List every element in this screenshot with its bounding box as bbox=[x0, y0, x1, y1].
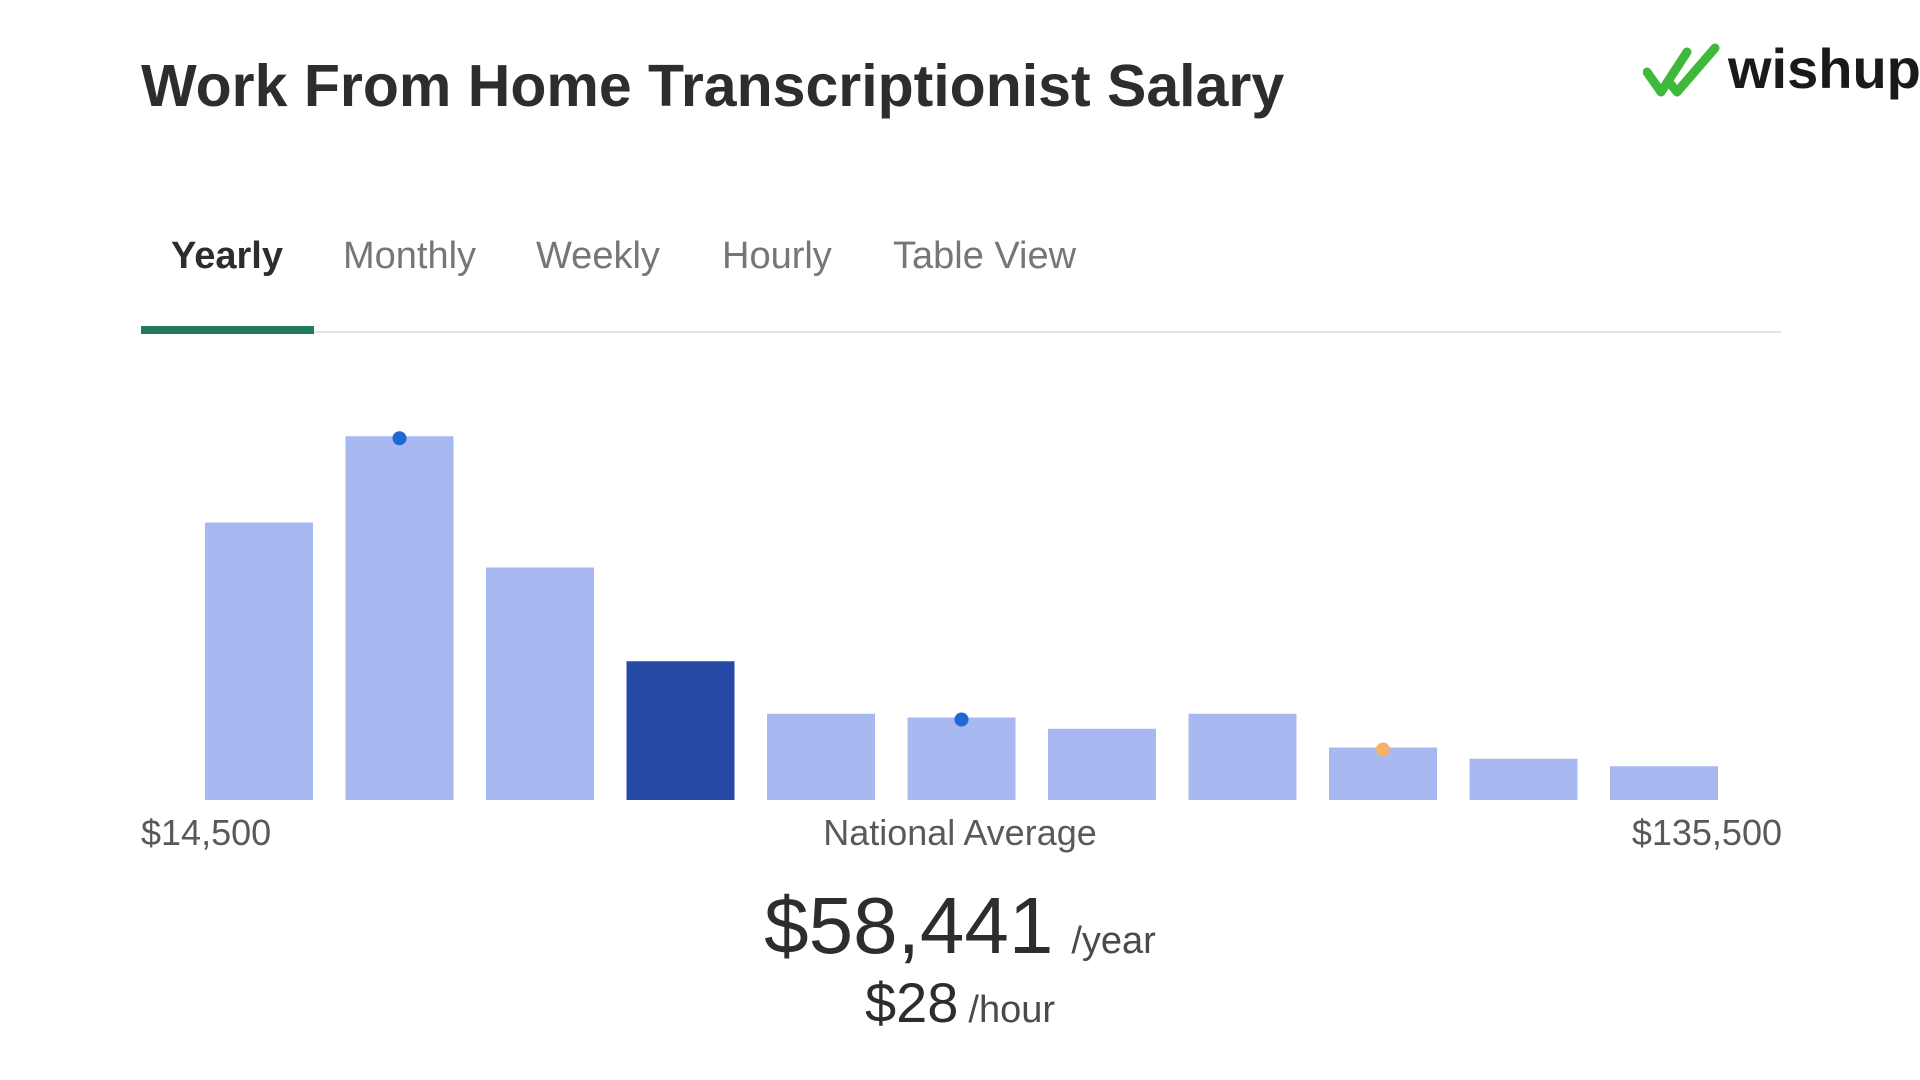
bar[interactable] bbox=[1188, 713, 1297, 800]
hourly-average: $28/hour bbox=[0, 970, 1920, 1035]
bar[interactable] bbox=[907, 717, 1016, 801]
page-title: Work From Home Transcriptionist Salary bbox=[141, 53, 1285, 119]
bar[interactable] bbox=[205, 522, 313, 801]
tab-hourly[interactable]: Hourly bbox=[722, 235, 832, 277]
hourly-amount: $28 bbox=[864, 971, 959, 1034]
yearly-average: $58,441/year bbox=[0, 880, 1920, 972]
bar[interactable] bbox=[1048, 728, 1156, 800]
hourly-unit: /hour bbox=[968, 989, 1056, 1031]
tabs-divider bbox=[141, 331, 1781, 333]
bar-marker bbox=[1376, 742, 1390, 757]
wishup-logo: wishup bbox=[1643, 36, 1920, 106]
logo-text: wishup bbox=[1728, 37, 1920, 100]
bar-marker bbox=[392, 431, 407, 446]
bar[interactable] bbox=[345, 436, 454, 800]
active-tab-indicator bbox=[141, 326, 314, 334]
x-max-label: $135,500 bbox=[1631, 812, 1782, 853]
bar[interactable] bbox=[1610, 766, 1718, 800]
bar-national-average[interactable] bbox=[626, 661, 735, 800]
yearly-unit: /year bbox=[1071, 920, 1156, 962]
tab-weekly[interactable]: Weekly bbox=[536, 235, 660, 277]
salary-period-tabs: Yearly Monthly Weekly Hourly Table View bbox=[141, 225, 1781, 335]
tab-table-view[interactable]: Table View bbox=[893, 235, 1077, 277]
tab-yearly[interactable]: Yearly bbox=[171, 235, 283, 277]
yearly-amount: $58,441 bbox=[764, 881, 1054, 970]
bar[interactable] bbox=[767, 713, 875, 800]
national-average-label: National Average bbox=[823, 812, 1097, 853]
salary-distribution-chart bbox=[205, 431, 1718, 801]
bar[interactable] bbox=[486, 567, 594, 801]
bar-marker bbox=[954, 712, 969, 727]
bar[interactable] bbox=[1469, 758, 1578, 800]
double-check-icon bbox=[1643, 43, 1720, 97]
x-min-label: $14,500 bbox=[141, 812, 272, 853]
tab-monthly[interactable]: Monthly bbox=[343, 235, 477, 277]
